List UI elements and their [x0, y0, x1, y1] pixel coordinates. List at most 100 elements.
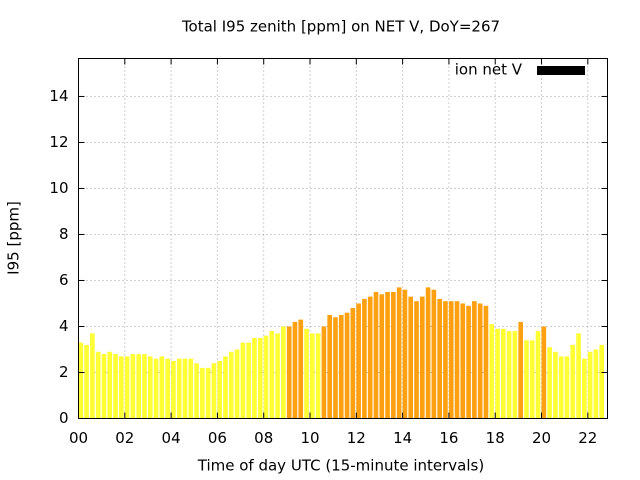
bar [529, 340, 535, 419]
bar [506, 331, 512, 419]
bar [385, 291, 390, 419]
bar [593, 349, 599, 419]
y-tick-label: 8 [59, 225, 69, 243]
x-tick-label: 08 [254, 429, 273, 447]
bar [327, 314, 333, 419]
plot-border [78, 58, 608, 419]
bar [362, 298, 367, 419]
bar [107, 351, 113, 419]
bar [136, 354, 142, 419]
bar [310, 333, 315, 419]
bar [402, 289, 408, 419]
bar [599, 344, 605, 419]
bar [570, 344, 576, 419]
x-tick-label: 14 [393, 429, 412, 447]
bar [78, 342, 84, 419]
bar [477, 303, 483, 419]
bar [414, 301, 419, 419]
bar [153, 358, 159, 419]
bar [84, 344, 89, 419]
bar [223, 356, 228, 419]
bar [240, 342, 246, 419]
legend-key [537, 66, 585, 75]
bar [147, 356, 153, 419]
bar [547, 347, 552, 419]
bar [489, 324, 495, 419]
bar [171, 360, 176, 419]
y-tick-label: 14 [49, 87, 68, 105]
bar [419, 296, 425, 419]
bar [535, 331, 541, 419]
bar [472, 301, 477, 419]
bar [564, 356, 570, 419]
bar [292, 321, 298, 419]
y-tick-label: 6 [59, 271, 69, 289]
bar [194, 363, 199, 419]
x-tick-label: 06 [208, 429, 227, 447]
bar [176, 358, 182, 419]
x-tick-label: 22 [578, 429, 597, 447]
bar [443, 301, 448, 419]
chart-title: Total I95 zenith [ppm] on NET V, DoY=267 [181, 18, 500, 36]
bar [454, 301, 460, 419]
x-axis-label: Time of day UTC (15-minute intervals) [197, 457, 484, 475]
bar [298, 319, 304, 419]
y-tick-label: 4 [59, 317, 69, 335]
bar [553, 351, 558, 419]
bar [286, 326, 292, 419]
bar [373, 291, 379, 419]
bar [483, 305, 489, 419]
bar [165, 358, 170, 419]
bar [333, 317, 338, 419]
y-tick-label: 12 [49, 133, 68, 151]
bar [576, 333, 581, 419]
bar [281, 326, 286, 419]
y-tick-label: 0 [59, 409, 69, 427]
bar [234, 349, 240, 419]
bar [391, 291, 396, 419]
legend-label: ion net V [455, 61, 523, 79]
bar [460, 303, 466, 419]
bar [315, 333, 321, 419]
bar [582, 358, 587, 419]
bar [344, 312, 350, 419]
bar [431, 289, 437, 419]
y-tick-label: 10 [49, 179, 68, 197]
bar [425, 287, 431, 419]
bar [501, 328, 506, 419]
bar [257, 337, 263, 419]
bar [367, 296, 373, 419]
bar [269, 331, 275, 419]
bar [466, 305, 471, 419]
bar [408, 296, 414, 419]
bar [159, 356, 165, 419]
bar [101, 354, 107, 419]
plot-area [78, 58, 608, 419]
bar [263, 335, 269, 419]
bar [448, 301, 454, 419]
bar [217, 360, 223, 419]
bar [188, 358, 194, 419]
bar [524, 340, 529, 419]
bar [512, 331, 518, 419]
y-tick-label: 2 [59, 363, 69, 381]
bar [558, 356, 564, 419]
bar [124, 356, 130, 419]
bar [518, 321, 523, 419]
x-tick-label: 10 [300, 429, 319, 447]
x-tick-label: 00 [69, 429, 88, 447]
bar [396, 287, 402, 419]
x-tick-label: 02 [115, 429, 134, 447]
bar [200, 367, 205, 419]
bar [338, 314, 344, 419]
bar [304, 328, 309, 419]
x-tick-label: 16 [439, 429, 458, 447]
bar [356, 303, 361, 419]
bar [211, 363, 217, 419]
bar [119, 356, 124, 419]
x-tick-label: 12 [347, 429, 366, 447]
bar [246, 342, 251, 419]
bar [275, 333, 280, 419]
bar [142, 354, 147, 419]
